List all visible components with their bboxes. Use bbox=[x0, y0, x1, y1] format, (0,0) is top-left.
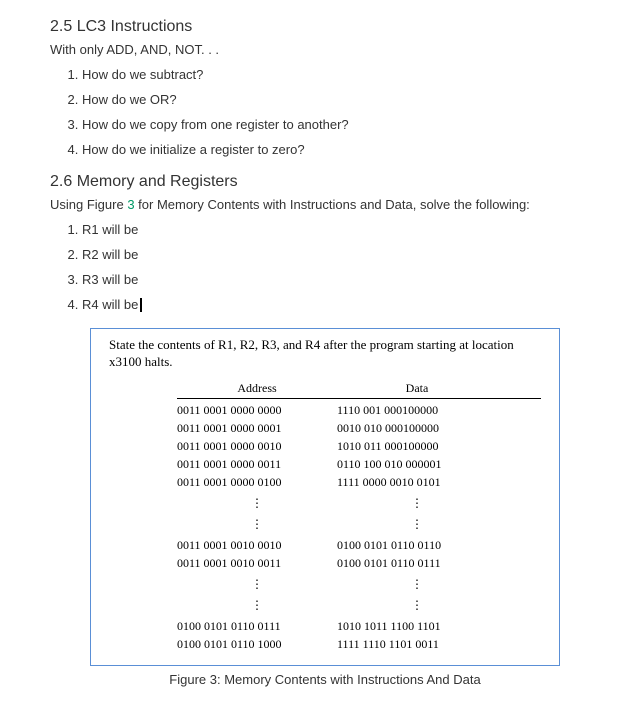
table-dots: ⋮⋮ bbox=[177, 598, 541, 613]
section-2-5-intro: With only ADD, AND, NOT. . . bbox=[50, 42, 626, 57]
table-row: 0011 0001 0010 00100100 0101 0110 0110 bbox=[177, 538, 541, 553]
cell-data: 0110 100 010 000001 bbox=[337, 457, 497, 472]
list-item: R3 will be bbox=[82, 272, 626, 287]
table-row: 0011 0001 0000 00101010 011 000100000 bbox=[177, 439, 541, 454]
list-item: How do we subtract? bbox=[82, 67, 626, 82]
list-item: R4 will be bbox=[82, 297, 626, 312]
cell-data: 1111 1110 1101 0011 bbox=[337, 637, 497, 652]
cell-data: 1111 0000 0010 0101 bbox=[337, 475, 497, 490]
cell-address: 0011 0001 0000 0000 bbox=[177, 403, 337, 418]
list-item: R1 will be bbox=[82, 222, 626, 237]
dots-icon: ⋮ bbox=[337, 598, 497, 613]
memory-table-header: Address Data bbox=[177, 381, 541, 399]
figure-link[interactable]: 3 bbox=[127, 197, 134, 212]
table-row: 0100 0101 0110 10001111 1110 1101 0011 bbox=[177, 637, 541, 652]
text-cursor bbox=[140, 298, 142, 312]
section-2-6-heading: 2.6 Memory and Registers bbox=[50, 173, 626, 191]
dots-icon: ⋮ bbox=[177, 517, 337, 532]
cell-data: 0010 010 000100000 bbox=[337, 421, 497, 436]
list-item: How do we initialize a register to zero? bbox=[82, 142, 626, 157]
cell-address: 0011 0001 0000 0011 bbox=[177, 457, 337, 472]
cell-address: 0100 0101 0110 0111 bbox=[177, 619, 337, 634]
cell-address: 0100 0101 0110 1000 bbox=[177, 637, 337, 652]
list-item-label: R4 will be bbox=[82, 297, 138, 312]
cell-address: 0011 0001 0000 0100 bbox=[177, 475, 337, 490]
memory-table: Address Data 0011 0001 0000 00001110 001… bbox=[177, 381, 541, 652]
cell-address: 0011 0001 0000 0001 bbox=[177, 421, 337, 436]
table-row: 0011 0001 0000 00001110 001 000100000 bbox=[177, 403, 541, 418]
cell-address: 0011 0001 0010 0010 bbox=[177, 538, 337, 553]
intro-pre: Using Figure bbox=[50, 197, 127, 212]
figure-prompt: State the contents of R1, R2, R3, and R4… bbox=[109, 337, 541, 371]
table-row: 0011 0001 0000 01001111 0000 0010 0101 bbox=[177, 475, 541, 490]
dots-icon: ⋮ bbox=[177, 496, 337, 511]
figure-3: State the contents of R1, R2, R3, and R4… bbox=[90, 328, 560, 666]
cell-data: 1010 011 000100000 bbox=[337, 439, 497, 454]
cell-data: 1110 001 000100000 bbox=[337, 403, 497, 418]
list-item: R2 will be bbox=[82, 247, 626, 262]
table-dots: ⋮⋮ bbox=[177, 517, 541, 532]
dots-icon: ⋮ bbox=[337, 517, 497, 532]
table-row: 0011 0001 0010 00110100 0101 0110 0111 bbox=[177, 556, 541, 571]
header-data: Data bbox=[337, 381, 497, 396]
figure-3-wrap: State the contents of R1, R2, R3, and R4… bbox=[90, 328, 626, 687]
table-dots: ⋮⋮ bbox=[177, 577, 541, 592]
section-2-6-intro: Using Figure 3 for Memory Contents with … bbox=[50, 197, 626, 212]
section-2-6-list: R1 will be R2 will be R3 will be R4 will… bbox=[50, 222, 626, 312]
table-row: 0100 0101 0110 01111010 1011 1100 1101 bbox=[177, 619, 541, 634]
section-2-5-list: How do we subtract? How do we OR? How do… bbox=[50, 67, 626, 157]
dots-icon: ⋮ bbox=[337, 577, 497, 592]
list-item: How do we OR? bbox=[82, 92, 626, 107]
cell-address: 0011 0001 0010 0011 bbox=[177, 556, 337, 571]
dots-icon: ⋮ bbox=[177, 577, 337, 592]
cell-data: 0100 0101 0110 0111 bbox=[337, 556, 497, 571]
figure-caption: Figure 3: Memory Contents with Instructi… bbox=[90, 672, 560, 687]
page: 2.5 LC3 Instructions With only ADD, AND,… bbox=[0, 0, 644, 697]
cell-data: 1010 1011 1100 1101 bbox=[337, 619, 497, 634]
section-2-5-heading: 2.5 LC3 Instructions bbox=[50, 18, 626, 36]
table-row: 0011 0001 0000 00010010 010 000100000 bbox=[177, 421, 541, 436]
header-address: Address bbox=[177, 381, 337, 396]
table-row: 0011 0001 0000 00110110 100 010 000001 bbox=[177, 457, 541, 472]
dots-icon: ⋮ bbox=[337, 496, 497, 511]
list-item: How do we copy from one register to anot… bbox=[82, 117, 626, 132]
cell-data: 0100 0101 0110 0110 bbox=[337, 538, 497, 553]
cell-address: 0011 0001 0000 0010 bbox=[177, 439, 337, 454]
table-dots: ⋮⋮ bbox=[177, 496, 541, 511]
intro-post: for Memory Contents with Instructions an… bbox=[135, 197, 530, 212]
dots-icon: ⋮ bbox=[177, 598, 337, 613]
